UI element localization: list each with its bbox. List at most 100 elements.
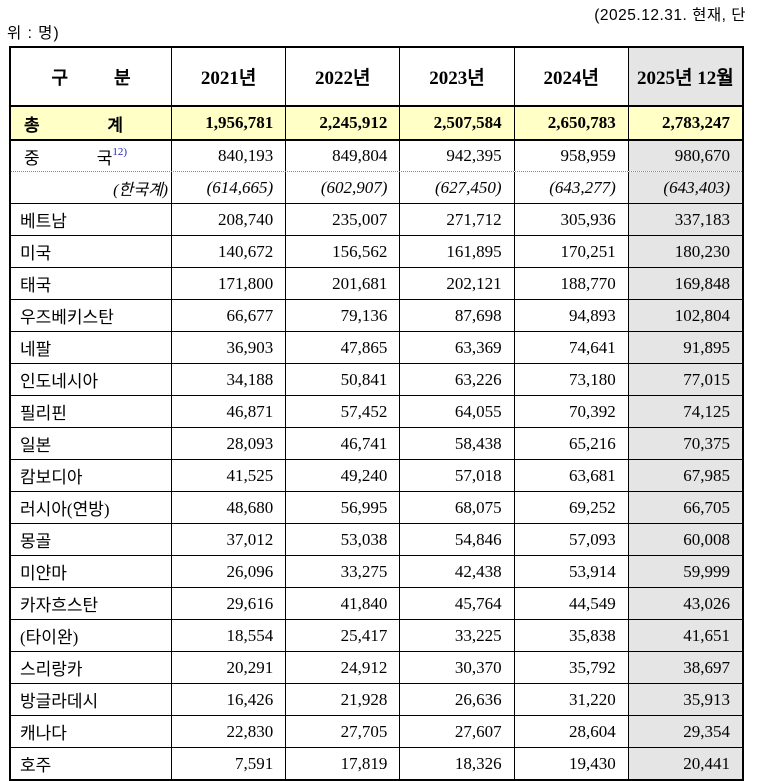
cell-mongolia-col4: 57,093: [513, 524, 628, 555]
cell-bangladesh-col5: 35,913: [627, 684, 742, 715]
cell-usa-col5: 180,230: [627, 236, 742, 267]
table-row-russia: 러시아(연방) 48,680 56,995 68,075 69,252 66,705: [11, 491, 742, 523]
cell-canada-col5: 29,354: [627, 716, 742, 747]
table-body: 총 계 1,956,781 2,245,912 2,507,584 2,650,783 2,…: [11, 107, 742, 779]
row-label-mongolia: 몽골: [20, 532, 52, 551]
cell-korean-chinese-col4: (643,277): [513, 172, 628, 203]
cell-philippines-col2: 57,452: [285, 396, 399, 427]
cell-mongolia-col3: 54,846: [399, 524, 513, 555]
cell-indonesia-col2: 50,841: [285, 364, 399, 395]
cell-myanmar-col4: 53,914: [513, 556, 628, 587]
row-label-uzbekistan: 우즈베키스탄: [20, 308, 114, 327]
cell-uzbekistan-col4: 94,893: [513, 300, 628, 331]
cell-total-col2: 2,245,912: [285, 107, 399, 139]
row-label-indonesia: 인도네시아: [20, 372, 99, 391]
table-row-uzbekistan: 우즈베키스탄 66,677 79,136 87,698 94,893 102,804: [11, 299, 742, 331]
cell-uzbekistan-col2: 79,136: [285, 300, 399, 331]
cell-indonesia-col4: 73,180: [513, 364, 628, 395]
cell-indonesia-col5: 77,015: [627, 364, 742, 395]
header-year-2023: 2023년: [399, 48, 513, 105]
table-row-indonesia: 인도네시아 34,188 50,841 63,226 73,180 77,015: [11, 363, 742, 395]
cell-japan-col3: 58,438: [399, 428, 513, 459]
cell-cambodia-col2: 49,240: [285, 460, 399, 491]
table-row-thailand: 태국 171,800 201,681 202,121 188,770 169,848: [11, 267, 742, 299]
header-category-right: 분: [114, 67, 131, 88]
cell-canada-col4: 28,604: [513, 716, 628, 747]
cell-taiwan-col4: 35,838: [513, 620, 628, 651]
cell-cambodia-col1: 41,525: [171, 460, 285, 491]
cell-mongolia-col2: 53,038: [285, 524, 399, 555]
cell-thailand-col3: 202,121: [399, 268, 513, 299]
cell-korean-chinese-col5: (643,403): [627, 172, 742, 203]
cell-cambodia-col4: 63,681: [513, 460, 628, 491]
table-row-philippines: 필리핀 46,871 57,452 64,055 70,392 74,125: [11, 395, 742, 427]
cell-philippines-col1: 46,871: [171, 396, 285, 427]
table-row-nepal: 네팔 36,903 47,865 63,369 74,641 91,895: [11, 331, 742, 363]
cell-australia-col5: 20,441: [627, 748, 742, 779]
cell-nepal-col2: 47,865: [285, 332, 399, 363]
row-label-philippines: 필리핀: [20, 404, 67, 423]
header-year-2021: 2021년: [171, 48, 285, 105]
cell-china-col2: 849,804: [285, 141, 399, 171]
cell-russia-col1: 48,680: [171, 492, 285, 523]
cell-myanmar-col3: 42,438: [399, 556, 513, 587]
cell-korean-chinese-col2: (602,907): [285, 172, 399, 203]
row-label-australia: 호주: [20, 756, 52, 775]
table-row-mongolia: 몽골 37,012 53,038 54,846 57,093 60,008: [11, 523, 742, 555]
row-label-usa: 미국: [20, 244, 52, 263]
cell-bangladesh-col2: 21,928: [285, 684, 399, 715]
cell-vietnam-col2: 235,007: [285, 204, 399, 235]
row-label-right: 계: [107, 115, 123, 135]
cell-china-col3: 942,395: [399, 141, 513, 171]
cell-total-col3: 2,507,584: [399, 107, 513, 139]
cell-usa-col2: 156,562: [285, 236, 399, 267]
cell-japan-col4: 65,216: [513, 428, 628, 459]
cell-vietnam-col1: 208,740: [171, 204, 285, 235]
cell-korean-chinese-col1: (614,665): [171, 172, 285, 203]
cell-canada-col2: 27,705: [285, 716, 399, 747]
cell-uzbekistan-col5: 102,804: [627, 300, 742, 331]
cell-thailand-col2: 201,681: [285, 268, 399, 299]
cell-indonesia-col3: 63,226: [399, 364, 513, 395]
cell-usa-col3: 161,895: [399, 236, 513, 267]
cell-bangladesh-col4: 31,220: [513, 684, 628, 715]
header-category-left: 구: [51, 67, 68, 88]
cell-sri-lanka-col2: 24,912: [285, 652, 399, 683]
table-row-cambodia: 캄보디아 41,525 49,240 57,018 63,681 67,985: [11, 459, 742, 491]
table-row-china: 중 국12) 840,193 849,804 942,395 958,959 980,670: [11, 139, 742, 171]
cell-sri-lanka-col5: 38,697: [627, 652, 742, 683]
cell-japan-col2: 46,741: [285, 428, 399, 459]
cell-cambodia-col5: 67,985: [627, 460, 742, 491]
cell-cambodia-col3: 57,018: [399, 460, 513, 491]
cell-russia-col3: 68,075: [399, 492, 513, 523]
cell-china-col1: 840,193: [171, 141, 285, 171]
row-label-japan: 일본: [20, 436, 52, 455]
cell-mongolia-col1: 37,012: [171, 524, 285, 555]
table-row-usa: 미국 140,672 156,562 161,895 170,251 180,230: [11, 235, 742, 267]
cell-bangladesh-col1: 16,426: [171, 684, 285, 715]
cell-china-col4: 958,959: [513, 141, 628, 171]
row-label-kazakhstan: 카자흐스탄: [20, 596, 99, 615]
table-row-canada: 캐나다 22,830 27,705 27,607 28,604 29,354: [11, 715, 742, 747]
cell-nepal-col1: 36,903: [171, 332, 285, 363]
cell-australia-col4: 19,430: [513, 748, 628, 779]
row-label-left: 총: [24, 115, 40, 135]
header-category-cell: 구 분: [11, 48, 171, 105]
cell-vietnam-col4: 305,936: [513, 204, 628, 235]
cell-taiwan-col5: 41,651: [627, 620, 742, 651]
cell-bangladesh-col3: 26,636: [399, 684, 513, 715]
cell-kazakhstan-col5: 43,026: [627, 588, 742, 619]
table-row-vietnam: 베트남 208,740 235,007 271,712 305,936 337,183: [11, 203, 742, 235]
row-label-korean-chinese: (한국계): [113, 181, 168, 199]
cell-philippines-col5: 74,125: [627, 396, 742, 427]
cell-philippines-col3: 64,055: [399, 396, 513, 427]
cell-indonesia-col1: 34,188: [171, 364, 285, 395]
footnote-marker: 12): [112, 145, 127, 158]
row-label-sri-lanka: 스리랑카: [20, 660, 83, 679]
cell-taiwan-col1: 18,554: [171, 620, 285, 651]
table-row-japan: 일본 28,093 46,741 58,438 65,216 70,375: [11, 427, 742, 459]
table-row-australia: 호주 7,591 17,819 18,326 19,430 20,441: [11, 747, 742, 779]
date-unit-note-line2: 위 : 명): [7, 25, 60, 42]
table-row-total: 총 계 1,956,781 2,245,912 2,507,584 2,650,783 2,…: [11, 107, 742, 139]
cell-russia-col5: 66,705: [627, 492, 742, 523]
